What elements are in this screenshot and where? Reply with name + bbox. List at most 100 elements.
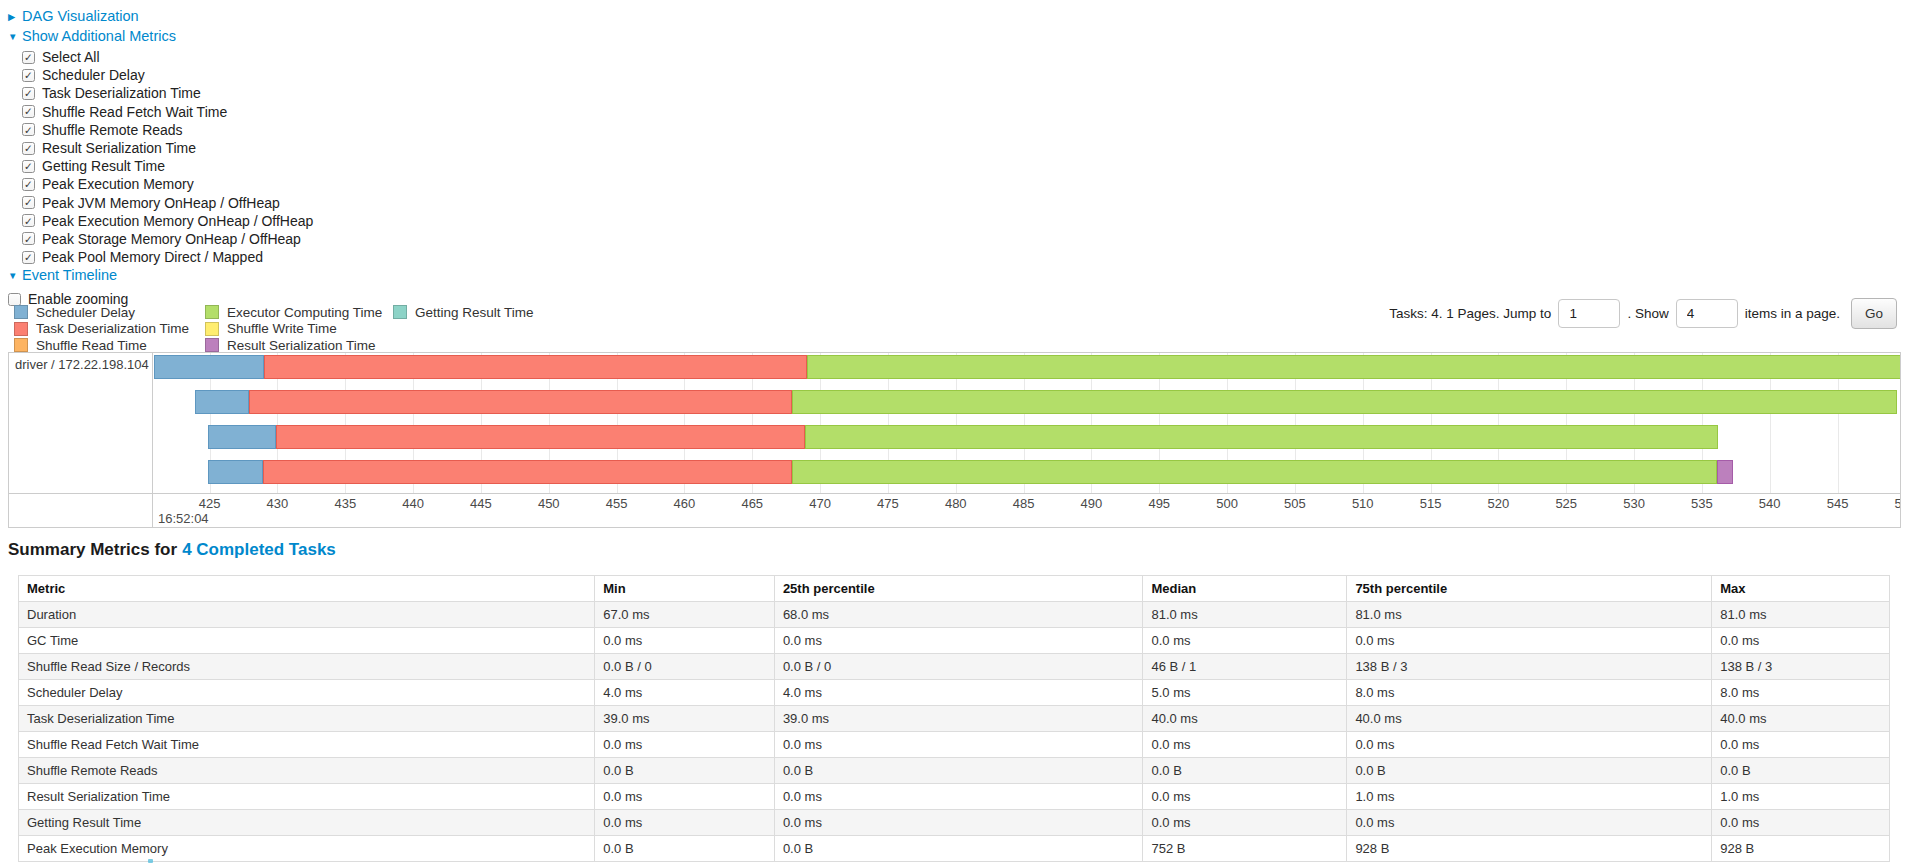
metric-value-cell: 928 B bbox=[1712, 836, 1890, 862]
metric-checkbox-row[interactable]: ✓ Task Deserialization Time bbox=[22, 84, 313, 102]
legend-item-scheduler_delay: Scheduler Delay bbox=[14, 304, 205, 321]
metric-value-cell: 81.0 ms bbox=[1143, 602, 1347, 628]
metric-checkbox-label: Task Deserialization Time bbox=[42, 85, 201, 101]
metric-checkbox-label: Peak Storage Memory OnHeap / OffHeap bbox=[42, 231, 301, 247]
go-button[interactable]: Go bbox=[1851, 298, 1897, 329]
event-timeline-label: Event Timeline bbox=[22, 267, 117, 283]
metric-checkbox-label: Peak Pool Memory Direct / Mapped bbox=[42, 249, 263, 265]
metric-name-cell: Shuffle Remote Reads bbox=[19, 758, 595, 784]
task-3-segment-scheduler_delay[interactable] bbox=[208, 425, 276, 449]
legend-swatch bbox=[14, 338, 28, 352]
metric-value-cell: 0.0 B / 0 bbox=[595, 654, 775, 680]
metric-checkbox-row[interactable]: ✓ Peak Pool Memory Direct / Mapped bbox=[22, 248, 313, 266]
metric-value-cell: 40.0 ms bbox=[1143, 706, 1347, 732]
axis-separator-line bbox=[9, 493, 1900, 494]
checkbox-checked-icon[interactable]: ✓ bbox=[22, 87, 35, 100]
metric-value-cell: 0.0 ms bbox=[1347, 732, 1712, 758]
task-1-segment-executor_computing[interactable] bbox=[807, 355, 1901, 379]
metric-value-cell: 0.0 ms bbox=[774, 732, 1143, 758]
task-2-segment-executor_computing[interactable] bbox=[792, 390, 1898, 414]
metric-value-cell: 0.0 ms bbox=[595, 628, 775, 654]
checkbox-checked-icon[interactable]: ✓ bbox=[22, 160, 35, 173]
summary-metrics-heading: Summary Metrics for4 Completed Tasks bbox=[8, 540, 336, 560]
metric-checkbox-row[interactable]: ✓Select All bbox=[22, 48, 313, 66]
metric-checkbox-label: Shuffle Remote Reads bbox=[42, 122, 183, 138]
metric-value-cell: 752 B bbox=[1143, 836, 1347, 862]
metric-checkbox-row[interactable]: ✓Shuffle Read Fetch Wait Time bbox=[22, 103, 313, 121]
metric-value-cell: 0.0 B bbox=[774, 836, 1143, 862]
metric-checkbox-row[interactable]: ✓ Peak Storage Memory OnHeap / OffHeap bbox=[22, 230, 313, 248]
table-row: Shuffle Read Size / Records0.0 B / 00.0 … bbox=[19, 654, 1890, 680]
checkbox-checked-icon[interactable]: ✓ bbox=[22, 251, 35, 264]
checkbox-checked-icon[interactable]: ✓ bbox=[22, 178, 35, 191]
metric-value-cell: 40.0 ms bbox=[1347, 706, 1712, 732]
axis-tick-label: 450 bbox=[538, 496, 560, 511]
axis-tick-label: 515 bbox=[1420, 496, 1442, 511]
task-4-segment-result_serialization[interactable] bbox=[1717, 460, 1733, 484]
legend-item-task_deserialization: Task Deserialization Time bbox=[14, 321, 205, 338]
dag-visualization-toggle[interactable]: ▶DAG Visualization bbox=[8, 7, 313, 27]
task-2-segment-scheduler_delay[interactable] bbox=[195, 390, 249, 414]
metric-checkbox-row[interactable]: ✓Peak Execution Memory bbox=[22, 175, 313, 193]
metric-value-cell: 0.0 ms bbox=[1143, 732, 1347, 758]
checkbox-checked-icon[interactable]: ✓ bbox=[22, 51, 35, 64]
metric-checkbox-row[interactable]: ✓ Shuffle Remote Reads bbox=[22, 121, 313, 139]
show-additional-metrics-toggle[interactable]: ▼Show Additional Metrics bbox=[8, 27, 313, 47]
event-timeline-toggle[interactable]: ▼Event Timeline bbox=[8, 266, 313, 286]
axis-tick-label: 505 bbox=[1284, 496, 1306, 511]
axis-tick-label: 530 bbox=[1623, 496, 1645, 511]
checkbox-checked-icon[interactable]: ✓ bbox=[22, 105, 35, 118]
metric-value-cell: 0.0 ms bbox=[1712, 810, 1890, 836]
axis-tick-label: 520 bbox=[1488, 496, 1510, 511]
pagination-suffix-text: items in a page. bbox=[1745, 306, 1840, 321]
legend-column: Scheduler DelayTask Deserialization Time… bbox=[14, 304, 205, 354]
legend-label: Getting Result Time bbox=[415, 305, 534, 320]
checkbox-checked-icon[interactable]: ✓ bbox=[22, 142, 35, 155]
expanded-arrow-icon: ▼ bbox=[8, 27, 22, 46]
metric-value-cell: 81.0 ms bbox=[1347, 602, 1712, 628]
column-header: Metric bbox=[19, 576, 595, 602]
metric-value-cell: 1.0 ms bbox=[1347, 784, 1712, 810]
metric-checkbox-row[interactable]: ✓Scheduler Delay bbox=[22, 66, 313, 84]
task-3-segment-executor_computing[interactable] bbox=[805, 425, 1718, 449]
checkbox-checked-icon[interactable]: ✓ bbox=[22, 214, 35, 227]
legend-swatch bbox=[205, 322, 219, 336]
checkbox-checked-icon[interactable]: ✓ bbox=[22, 196, 35, 209]
pagination-mid-text: . Show bbox=[1627, 306, 1668, 321]
column-header: 75th percentile bbox=[1347, 576, 1712, 602]
metric-value-cell: 0.0 B bbox=[1143, 758, 1347, 784]
axis-tick-label: 525 bbox=[1555, 496, 1577, 511]
task-4-segment-scheduler_delay[interactable] bbox=[208, 460, 262, 484]
table-row: Scheduler Delay4.0 ms4.0 ms5.0 ms8.0 ms8… bbox=[19, 680, 1890, 706]
metric-checkbox-row[interactable]: ✓Getting Result Time bbox=[22, 157, 313, 175]
metric-checkbox-row[interactable]: ✓Peak Execution Memory OnHeap / OffHeap bbox=[22, 212, 313, 230]
metric-checkbox-row[interactable]: ✓Result Serialization Time bbox=[22, 139, 313, 157]
metric-checkbox-row[interactable]: ✓Peak JVM Memory OnHeap / OffHeap bbox=[22, 194, 313, 212]
stage-page-controls: ▶DAG Visualization ▼Show Additional Metr… bbox=[8, 7, 313, 308]
task-2-segment-task_deserialization[interactable] bbox=[249, 390, 792, 414]
task-3-segment-task_deserialization[interactable] bbox=[276, 425, 805, 449]
table-row: Peak Execution Memory0.0 B0.0 B752 B928 … bbox=[19, 836, 1890, 862]
legend-swatch bbox=[205, 305, 219, 319]
axis-tick-label: 490 bbox=[1081, 496, 1103, 511]
table-header-row: MetricMin25th percentileMedian75th perce… bbox=[19, 576, 1890, 602]
legend-column: Getting Result Time bbox=[393, 304, 534, 354]
metric-value-cell: 928 B bbox=[1347, 836, 1712, 862]
metric-value-cell: 0.0 ms bbox=[1712, 732, 1890, 758]
task-4-segment-task_deserialization[interactable] bbox=[263, 460, 792, 484]
metric-value-cell: 0.0 ms bbox=[774, 810, 1143, 836]
checkbox-checked-icon[interactable]: ✓ bbox=[22, 232, 35, 245]
axis-tick-label: 475 bbox=[877, 496, 899, 511]
task-1-segment-scheduler_delay[interactable] bbox=[154, 355, 264, 379]
metric-value-cell: 0.0 ms bbox=[774, 784, 1143, 810]
metric-value-cell: 0.0 B bbox=[595, 758, 775, 784]
task-4-segment-executor_computing[interactable] bbox=[792, 460, 1717, 484]
axis-tick-label: 495 bbox=[1148, 496, 1170, 511]
task-1-segment-task_deserialization[interactable] bbox=[264, 355, 807, 379]
jump-to-page-input[interactable] bbox=[1558, 299, 1620, 328]
checkbox-checked-icon[interactable]: ✓ bbox=[22, 69, 35, 82]
items-per-page-input[interactable] bbox=[1676, 299, 1738, 328]
axis-tick-label: 470 bbox=[809, 496, 831, 511]
completed-tasks-count: 4 Completed Tasks bbox=[182, 540, 336, 559]
checkbox-checked-icon[interactable]: ✓ bbox=[22, 123, 35, 136]
